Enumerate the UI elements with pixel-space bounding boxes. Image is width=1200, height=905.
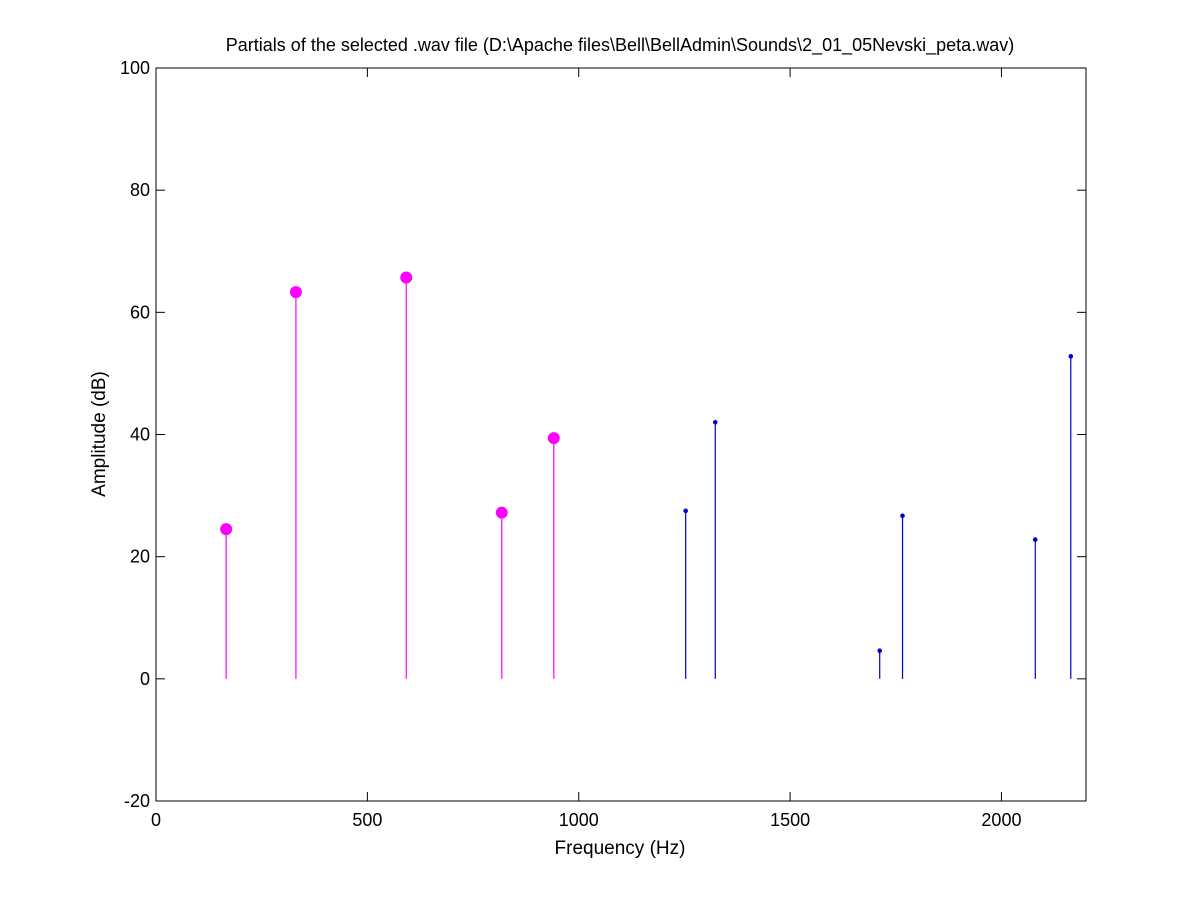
x-tick-label: 2000: [981, 810, 1021, 830]
x-tick-label: 1500: [770, 810, 810, 830]
stem-marker: [712, 419, 718, 425]
chart-title: Partials of the selected .wav file (D:\A…: [226, 35, 1014, 56]
stem-marker: [683, 508, 688, 514]
stem-series: [220, 271, 1074, 679]
stem-marker: [1032, 537, 1038, 542]
stem-marker: [220, 523, 233, 536]
x-tick-label: 1000: [559, 810, 599, 830]
y-tick-label: 0: [140, 669, 150, 689]
y-axis-label: Amplitude (dB): [89, 371, 110, 497]
x-tick-label: 0: [151, 810, 161, 830]
y-tick-label: 20: [130, 547, 150, 567]
stem-marker: [495, 506, 508, 519]
stem-marker: [1068, 354, 1074, 359]
series-1: [220, 271, 560, 679]
stem-marker: [547, 432, 560, 445]
stem-marker: [877, 648, 883, 654]
x-tick-label: 500: [352, 810, 382, 830]
stem-marker: [900, 513, 905, 519]
series-2: [683, 354, 1074, 679]
x-axis-label: Frequency (Hz): [555, 838, 686, 859]
stem-marker: [289, 286, 302, 299]
y-tick-label: 60: [130, 302, 150, 322]
stem-marker: [400, 271, 413, 284]
y-tick-label: 100: [120, 58, 150, 78]
y-tick-label: 80: [130, 180, 150, 200]
y-tick-label: 40: [130, 425, 150, 445]
plot-area: [155, 67, 1087, 802]
y-tick-label: -20: [124, 791, 150, 811]
